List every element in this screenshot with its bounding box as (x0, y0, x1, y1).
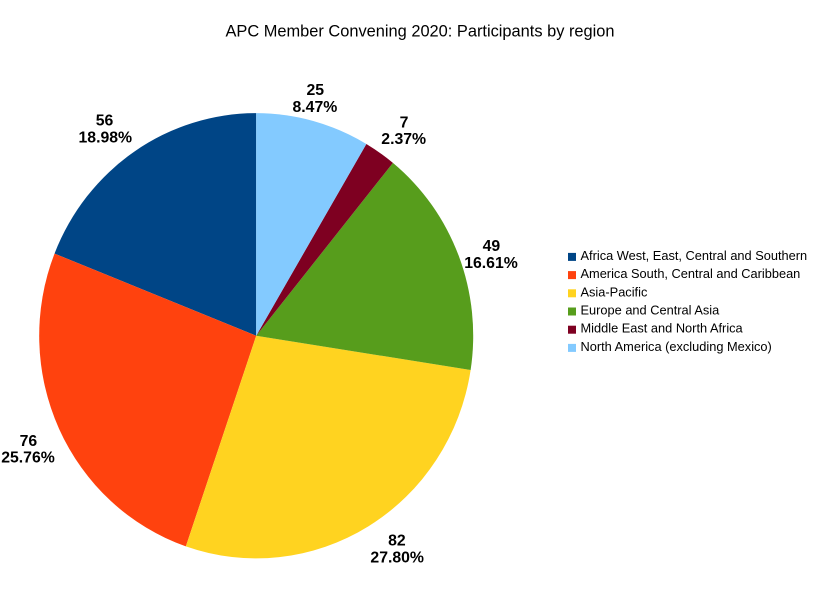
svg-text:Middle East and North Africa: Middle East and North Africa (581, 321, 744, 336)
svg-text:North America (excluding Mexic: North America (excluding Mexico) (581, 339, 772, 354)
svg-text:56: 56 (96, 113, 114, 130)
svg-text:76: 76 (20, 433, 38, 450)
svg-text:Africa West, East, Central and: Africa West, East, Central and Southern (581, 248, 808, 263)
svg-text:82: 82 (388, 533, 406, 550)
svg-text:APC Member Convening 2020: Par: APC Member Convening 2020: Participants … (225, 22, 614, 40)
svg-text:2.37%: 2.37% (381, 131, 426, 148)
svg-text:16.61%: 16.61% (464, 255, 518, 272)
svg-text:Asia-Pacific: Asia-Pacific (581, 284, 648, 299)
svg-text:25: 25 (307, 82, 325, 99)
svg-text:7: 7 (400, 115, 409, 132)
svg-text:America South, Central and Car: America South, Central and Caribbean (581, 266, 801, 281)
svg-text:49: 49 (483, 238, 501, 255)
svg-text:25.76%: 25.76% (1, 450, 55, 467)
svg-text:8.47%: 8.47% (293, 99, 338, 116)
svg-text:Europe and Central Asia: Europe and Central Asia (581, 303, 721, 318)
svg-text:18.98%: 18.98% (79, 129, 133, 146)
svg-text:27.80%: 27.80% (370, 549, 424, 566)
